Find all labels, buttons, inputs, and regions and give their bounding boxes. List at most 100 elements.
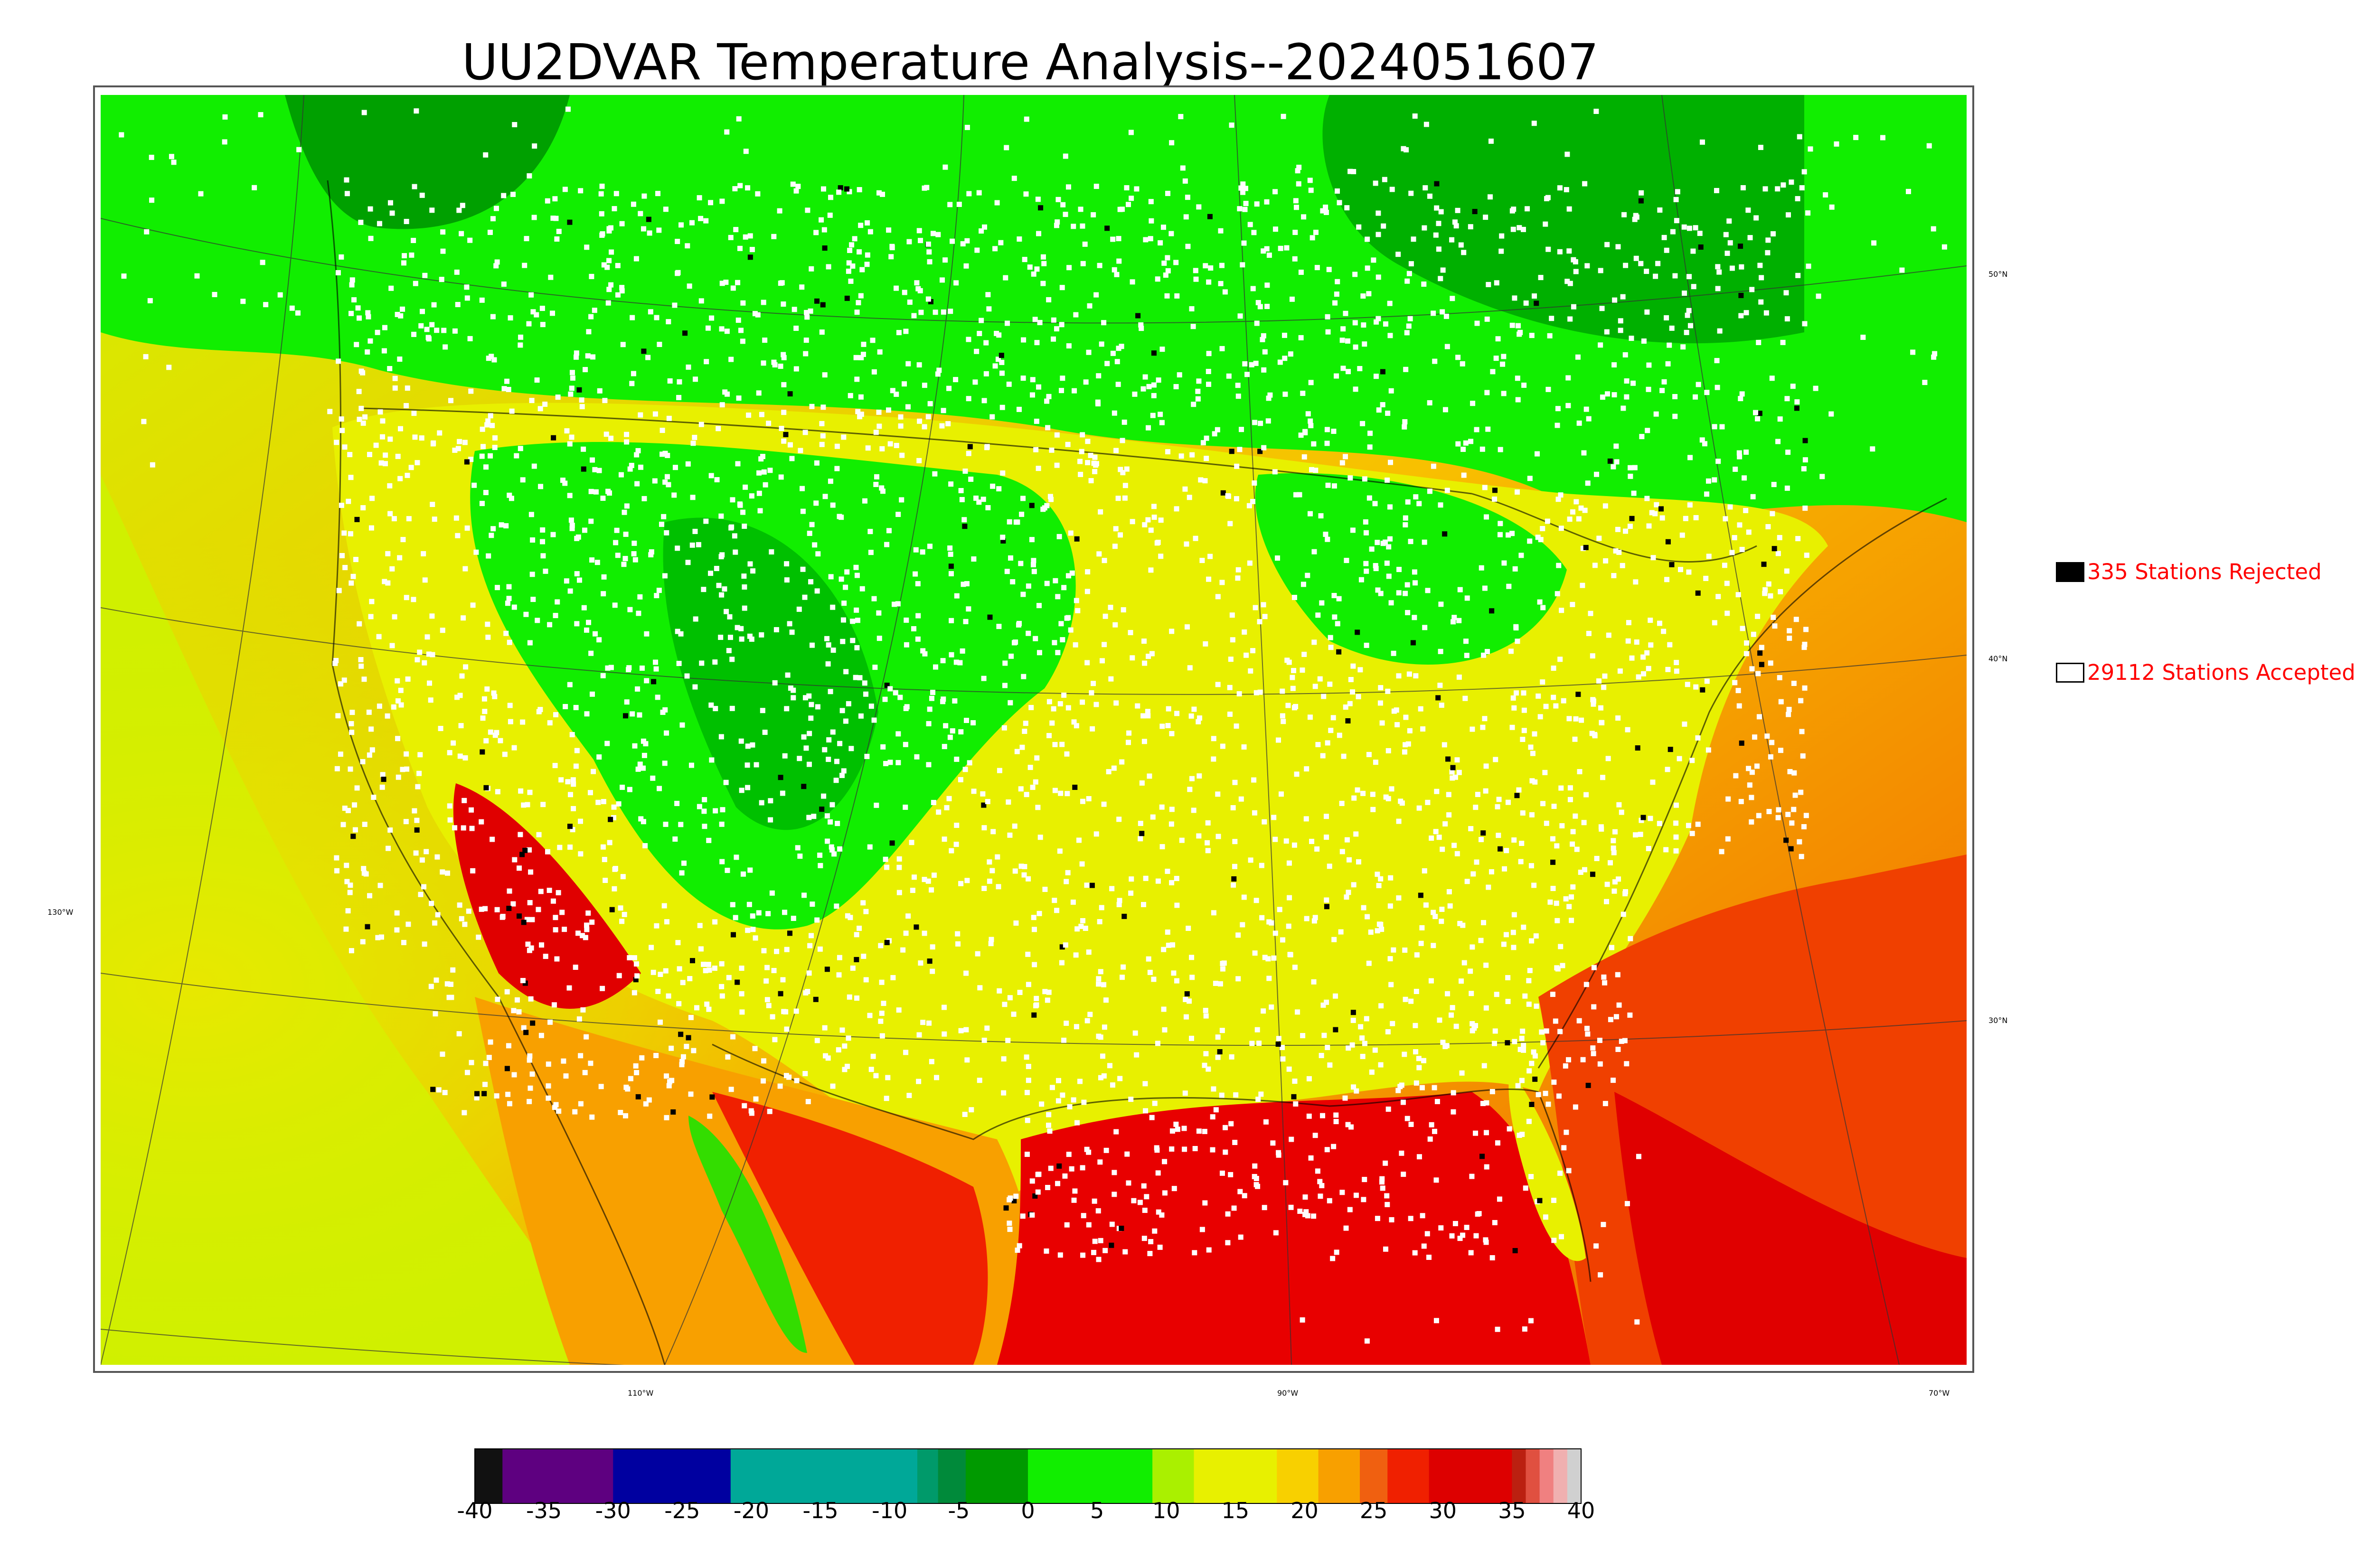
station-marker [1033,447,1039,452]
station-marker [1385,411,1391,416]
station-marker [780,977,786,983]
station-marker [1726,218,1732,224]
station-marker [719,326,725,332]
station-marker [1157,1244,1163,1250]
station-marker [1282,356,1288,361]
station-marker [1557,1029,1563,1034]
station-marker [412,808,417,814]
station-marker [1311,441,1317,447]
station-marker [996,884,1001,890]
station-marker [777,208,782,214]
station-marker [1361,1197,1366,1202]
station-marker [501,282,507,287]
station-marker [1264,246,1270,252]
station-marker [762,338,768,343]
station-marker [1142,522,1148,527]
station-marker [1506,583,1512,589]
station-marker [1315,1168,1320,1174]
station-marker [694,1005,699,1011]
station-marker [1600,775,1606,780]
station-marker [614,527,620,533]
station-marker [1388,460,1394,465]
station-marker [492,445,498,451]
colorbar-segment [965,1449,1028,1503]
station-marker [963,263,969,269]
station-marker [1264,282,1270,288]
station-marker [1561,698,1566,704]
station-marker [1174,978,1180,984]
station-marker [809,702,814,707]
station-marker [1657,620,1662,626]
station-marker [339,416,344,422]
station-marker [1080,699,1085,705]
station-marker [507,492,512,498]
station-marker [953,280,959,286]
station-marker [657,1019,663,1025]
station-marker [1379,1179,1385,1185]
station-marker [888,254,894,260]
station-marker [654,923,659,929]
station-marker [1576,516,1582,522]
station-marker [925,296,931,302]
station-marker [1300,582,1306,587]
station-marker [481,1091,487,1097]
station-marker [1664,247,1669,253]
station-marker [494,907,500,912]
station-marker [1421,1243,1427,1249]
station-marker [920,549,925,555]
station-marker [949,848,954,854]
station-marker [1108,604,1113,610]
station-marker [1653,411,1659,417]
station-marker [429,613,435,619]
station-marker [480,715,486,721]
station-marker [1016,406,1022,412]
station-marker [1516,787,1522,793]
station-marker [1575,692,1581,697]
station-marker [1558,944,1564,949]
station-marker [808,715,814,721]
station-marker [1645,428,1650,433]
station-marker [1227,712,1233,717]
station-marker [1474,427,1479,432]
station-marker [1290,685,1296,691]
station-marker [806,761,812,767]
station-marker [1331,429,1337,434]
station-marker [863,977,869,983]
station-marker [633,977,639,983]
station-marker [1089,690,1094,695]
station-marker [627,787,632,792]
station-marker [966,451,971,456]
station-marker [469,807,474,813]
station-marker [1559,823,1565,828]
station-marker [1438,502,1443,508]
station-marker [595,799,601,805]
station-marker [498,738,503,743]
station-marker [947,202,953,207]
station-marker [335,713,341,719]
station-marker [635,1094,641,1099]
station-marker [1208,265,1214,271]
station-marker [1438,1225,1444,1231]
station-marker [1196,719,1201,724]
station-marker [826,757,831,762]
station-marker [1571,304,1576,310]
station-marker [963,619,969,624]
station-marker [1604,882,1610,887]
station-marker [404,595,409,601]
station-marker [843,669,849,675]
station-marker [1054,462,1060,468]
station-marker [999,370,1005,376]
station-marker [1116,258,1122,264]
station-marker [1601,1221,1606,1227]
station-marker [1618,318,1623,324]
station-marker [698,216,704,221]
station-marker [1339,849,1345,854]
station-marker [430,441,436,447]
station-marker [1084,883,1090,888]
station-marker [953,842,959,847]
station-marker [739,636,744,642]
station-marker [1324,904,1329,910]
station-marker [532,143,537,149]
station-marker [1119,344,1124,349]
station-marker [510,901,516,907]
